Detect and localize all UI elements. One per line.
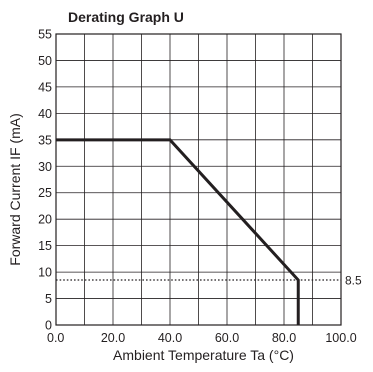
tick-labels: 0 5 10 15 20 25 30 35 40 45 50 55 0.0 20.0 40.0 60.0 80.… [38, 28, 357, 346]
x-tick-label: 0.0 [47, 331, 64, 345]
y-tick-label: 40 [38, 107, 52, 121]
y-tick-label: 30 [38, 160, 52, 174]
x-tick-label: 80.0 [272, 331, 296, 345]
x-tick-label: 100.0 [325, 331, 356, 345]
y-tick-label: 0 [45, 319, 52, 333]
x-tick-label: 40.0 [158, 331, 182, 345]
y-tick-label: 50 [38, 54, 52, 68]
y-tick-label: 45 [38, 80, 52, 94]
y-tick-label: 5 [45, 292, 52, 306]
x-axis-label: Ambient Temperature Ta (°C) [113, 347, 294, 363]
reference-line-label: 8.5 [345, 274, 362, 288]
y-tick-label: 20 [38, 213, 52, 227]
y-axis-label: Forward Current IF (mA) [7, 113, 23, 265]
reference-lines: 8.5 [56, 274, 362, 288]
series-line [56, 138, 300, 325]
y-tick-label: 25 [38, 186, 52, 200]
x-tick-label: 60.0 [215, 331, 239, 345]
plot-frame [55, 33, 342, 326]
x-tick-label: 20.0 [101, 331, 125, 345]
y-tick-label: 55 [38, 28, 52, 42]
chart-title: Derating Graph U [68, 9, 184, 25]
y-tick-label: 35 [38, 133, 52, 147]
series-group [56, 138, 300, 325]
y-tick-label: 15 [38, 239, 52, 253]
y-tick-label: 10 [38, 266, 52, 280]
